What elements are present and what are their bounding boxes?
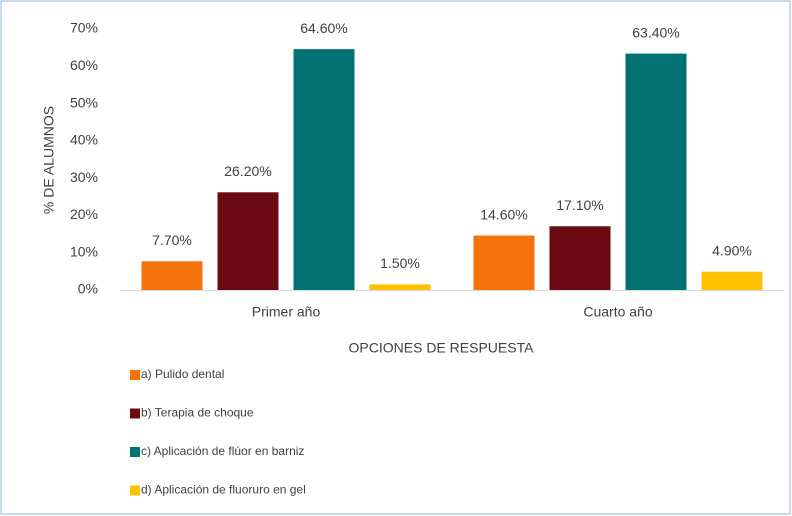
bar: [701, 271, 763, 290]
y-tick-label: 60%: [70, 57, 98, 73]
bar: [141, 261, 203, 290]
value-label: 14.60%: [480, 206, 527, 222]
value-label: 63.40%: [632, 24, 679, 40]
y-axis-title: % DE ALUMNOS: [41, 106, 57, 214]
bar: [473, 235, 535, 290]
legend-label: b) Terapia de choque: [141, 406, 254, 420]
bar: [293, 49, 355, 291]
y-tick-label: 40%: [70, 132, 98, 148]
legend-swatch: [130, 408, 140, 419]
bar: [217, 192, 279, 290]
x-axis-title: OPCIONES DE RESPUESTA: [349, 340, 535, 356]
legend-label: d) Aplicación de fluoruro en gel: [141, 483, 306, 497]
value-label: 1.50%: [380, 255, 420, 271]
legend-label: c) Aplicación de flúor en barniz: [141, 444, 304, 458]
value-label: 64.60%: [300, 20, 347, 36]
legend-swatch: [130, 485, 140, 496]
value-label: 17.10%: [556, 197, 603, 213]
y-tick-label: 0%: [78, 281, 98, 297]
bar: [549, 226, 611, 290]
y-tick-label: 10%: [70, 243, 98, 259]
value-label: 26.20%: [224, 163, 271, 179]
value-label: 4.90%: [712, 242, 752, 258]
x-tick-label: Primer año: [252, 304, 321, 320]
y-tick-label: 30%: [70, 169, 98, 185]
legend-swatch: [130, 447, 140, 457]
y-tick-label: 70%: [70, 20, 98, 36]
legend-swatch: [130, 370, 140, 380]
y-tick-label: 20%: [70, 206, 98, 222]
y-tick-label: 50%: [70, 94, 98, 110]
value-label: 7.70%: [152, 232, 192, 248]
x-tick-label: Cuarto año: [583, 304, 652, 320]
legend-label: a) Pulido dental: [141, 367, 224, 381]
bar: [369, 284, 431, 290]
bar: [625, 53, 687, 291]
